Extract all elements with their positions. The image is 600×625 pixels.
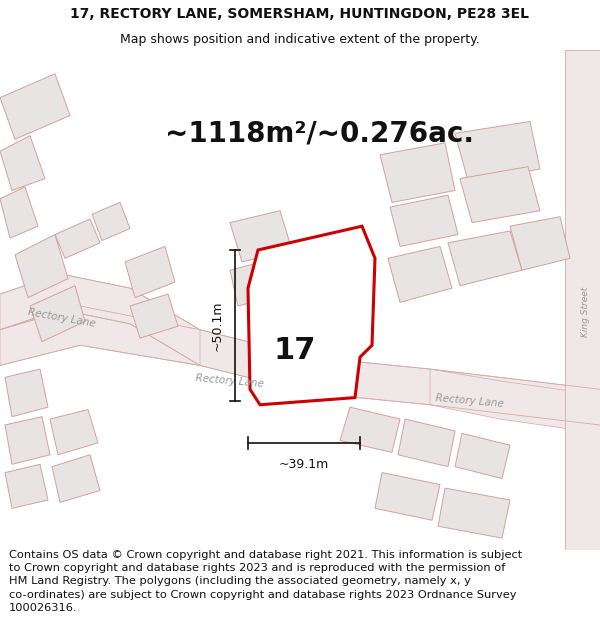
Polygon shape [55,219,100,258]
Polygon shape [50,409,98,455]
Polygon shape [430,369,600,433]
Polygon shape [52,455,100,503]
Polygon shape [270,243,328,292]
Polygon shape [125,246,175,298]
Polygon shape [230,258,285,306]
Text: Rectory Lane: Rectory Lane [196,373,265,389]
Text: ~39.1m: ~39.1m [279,458,329,471]
Polygon shape [248,226,375,405]
Text: 17: 17 [274,336,316,364]
Polygon shape [455,121,540,181]
Polygon shape [398,419,455,467]
Polygon shape [0,187,38,238]
Polygon shape [130,294,178,338]
Polygon shape [230,211,292,262]
Polygon shape [460,167,540,222]
Polygon shape [375,472,440,520]
Text: Rectory Lane: Rectory Lane [436,393,505,409]
Polygon shape [388,246,452,302]
Polygon shape [0,136,45,191]
Text: King Street: King Street [581,287,589,337]
Polygon shape [455,433,510,479]
Polygon shape [390,195,458,246]
Text: ~50.1m: ~50.1m [211,301,223,351]
Polygon shape [0,306,600,425]
Polygon shape [0,74,70,139]
Polygon shape [565,50,600,550]
Polygon shape [5,369,48,417]
Polygon shape [30,286,85,342]
Text: 17, RECTORY LANE, SOMERSHAM, HUNTINGDON, PE28 3EL: 17, RECTORY LANE, SOMERSHAM, HUNTINGDON,… [71,8,530,21]
Polygon shape [92,202,130,241]
Polygon shape [448,231,522,286]
Polygon shape [15,234,68,298]
Polygon shape [438,488,510,538]
Polygon shape [5,464,48,508]
Polygon shape [340,407,400,452]
Polygon shape [5,417,50,464]
Polygon shape [380,143,455,202]
Polygon shape [510,217,570,270]
Text: Contains OS data © Crown copyright and database right 2021. This information is : Contains OS data © Crown copyright and d… [9,550,522,612]
Text: Map shows position and indicative extent of the property.: Map shows position and indicative extent… [120,34,480,46]
Polygon shape [0,274,200,366]
Text: ~1118m²/~0.276ac.: ~1118m²/~0.276ac. [166,119,475,148]
Text: Rectory Lane: Rectory Lane [28,307,97,329]
